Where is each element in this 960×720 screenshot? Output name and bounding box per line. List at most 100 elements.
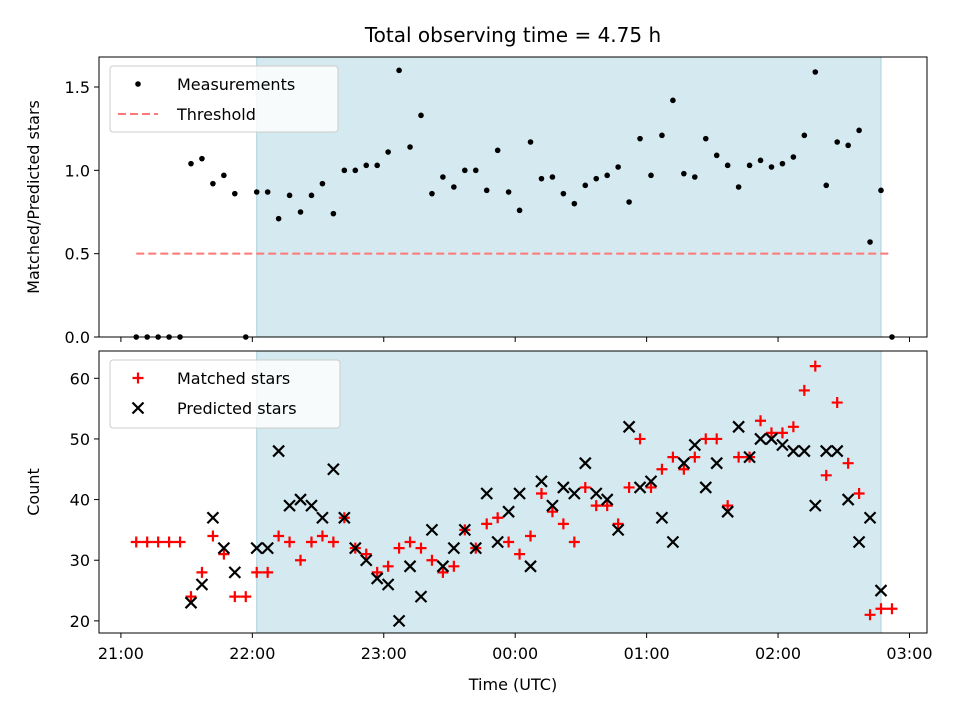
matched-point [864, 609, 876, 621]
measurement-point [341, 167, 348, 174]
measurement-point [604, 172, 610, 179]
matched-point [382, 560, 394, 572]
predicted-point [206, 511, 220, 525]
measurement-point [571, 200, 578, 207]
predicted-point [381, 578, 395, 591]
x-tick-label: 02:00 [755, 644, 801, 663]
matched-point [875, 603, 887, 615]
matched-point [634, 433, 646, 445]
predicted-point [776, 438, 789, 452]
measurement-point [199, 155, 205, 162]
matched-point [711, 433, 723, 445]
measurement-point [407, 144, 413, 150]
x-tick-label: 21:00 [98, 644, 144, 663]
predicted-point [655, 511, 669, 525]
matched-point [623, 481, 635, 493]
matched-point [174, 536, 186, 548]
x-tick-label: 22:00 [229, 644, 275, 663]
predicted-point [272, 444, 285, 458]
legend-dot-marker [135, 81, 141, 87]
predicted-point [283, 499, 296, 512]
measurement-point [429, 190, 435, 197]
predicted-point [666, 535, 680, 549]
legend-box [109, 359, 341, 429]
measurement-point [735, 184, 742, 190]
legend-plus-marker [132, 372, 144, 384]
matched-point [645, 481, 657, 493]
matched-point [415, 542, 427, 554]
matched-point [568, 536, 580, 548]
matched-point [535, 488, 547, 500]
predicted-point [491, 535, 504, 549]
x-tick-label: 01:00 [624, 644, 670, 663]
matched-point [393, 542, 405, 554]
legend-box [109, 65, 339, 133]
measurement-point [779, 160, 786, 167]
matched-point [130, 536, 142, 548]
matched-point [601, 500, 613, 512]
predicted-point [677, 456, 691, 470]
predicted-point [622, 420, 636, 434]
axes-frame [98, 56, 928, 338]
legend-x-marker [131, 401, 145, 415]
series-predicted-stars [184, 420, 888, 628]
measurement-point [867, 239, 873, 245]
matched-point [886, 603, 898, 615]
y-tick-label: 40 [70, 491, 90, 510]
matched-point [656, 463, 668, 475]
predicted-point [338, 511, 351, 525]
measurement-point [538, 175, 545, 182]
x-tick-label: 03:00 [886, 644, 932, 663]
matched-point [557, 518, 569, 530]
predicted-point [184, 596, 198, 609]
predicted-point [195, 578, 209, 591]
matched-point [295, 554, 307, 566]
measurement-point [757, 157, 764, 164]
predicted-point [392, 614, 406, 628]
measurement-point [801, 132, 808, 139]
predicted-point [228, 566, 242, 579]
predicted-point [513, 487, 526, 500]
measurement-point [264, 189, 271, 195]
predicted-point [699, 481, 713, 494]
predicted-point [217, 541, 231, 555]
predicted-point [863, 511, 877, 525]
matched-point [809, 360, 821, 372]
predicted-point [436, 560, 450, 573]
legend-label: Predicted stars [177, 399, 297, 418]
predicted-point [743, 450, 756, 464]
predicted-point [250, 541, 263, 555]
matched-point [667, 451, 679, 463]
series-measurements [133, 67, 895, 340]
matched-point [207, 530, 219, 542]
measurement-point [396, 67, 402, 74]
predicted-point [809, 499, 822, 512]
matched-point [196, 566, 208, 578]
matched-point [240, 591, 252, 603]
y-tick-label: 30 [70, 551, 90, 570]
x-tick-label: 00:00 [492, 644, 538, 663]
predicted-point [732, 420, 745, 434]
measurement-point [516, 207, 523, 214]
measurement-point [275, 215, 282, 222]
measurement-point [188, 160, 194, 167]
predicted-point [710, 456, 723, 470]
predicted-point [754, 432, 767, 446]
matched-point [525, 530, 537, 542]
measurement-point [472, 167, 479, 174]
predicted-point [721, 505, 734, 518]
y-tick-label: 1.0 [65, 161, 90, 180]
matched-point [755, 415, 767, 427]
measurement-point [626, 199, 632, 205]
measurement-point [319, 180, 326, 187]
matched-point [360, 548, 372, 560]
matched-point [842, 457, 854, 469]
predicted-point [294, 493, 307, 506]
measurement-point [418, 112, 424, 119]
measurement-point [221, 172, 227, 179]
measurement-point [790, 154, 797, 160]
predicted-point [688, 438, 702, 452]
bottom-y-axis-label: Count [24, 468, 43, 516]
matched-point [700, 433, 712, 445]
predicted-point [589, 487, 603, 500]
